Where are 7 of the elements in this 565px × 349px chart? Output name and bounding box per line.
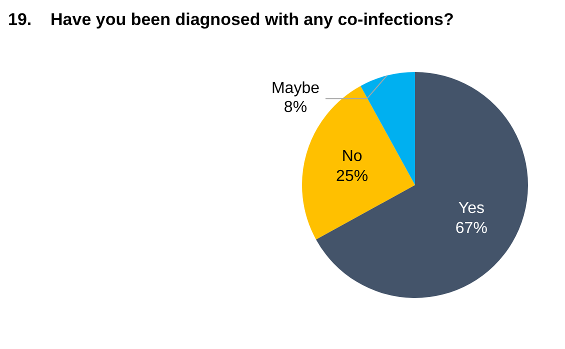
chart-title: 19. Have you been diagnosed with any co-infections? <box>8 10 454 30</box>
slice-label: No <box>342 148 362 166</box>
slice-label: Maybe <box>271 80 320 98</box>
data-label: 25% <box>336 168 368 186</box>
data-label: 8% <box>284 99 308 116</box>
slice-label: Yes <box>458 200 484 217</box>
data-label: 67% <box>455 220 488 237</box>
